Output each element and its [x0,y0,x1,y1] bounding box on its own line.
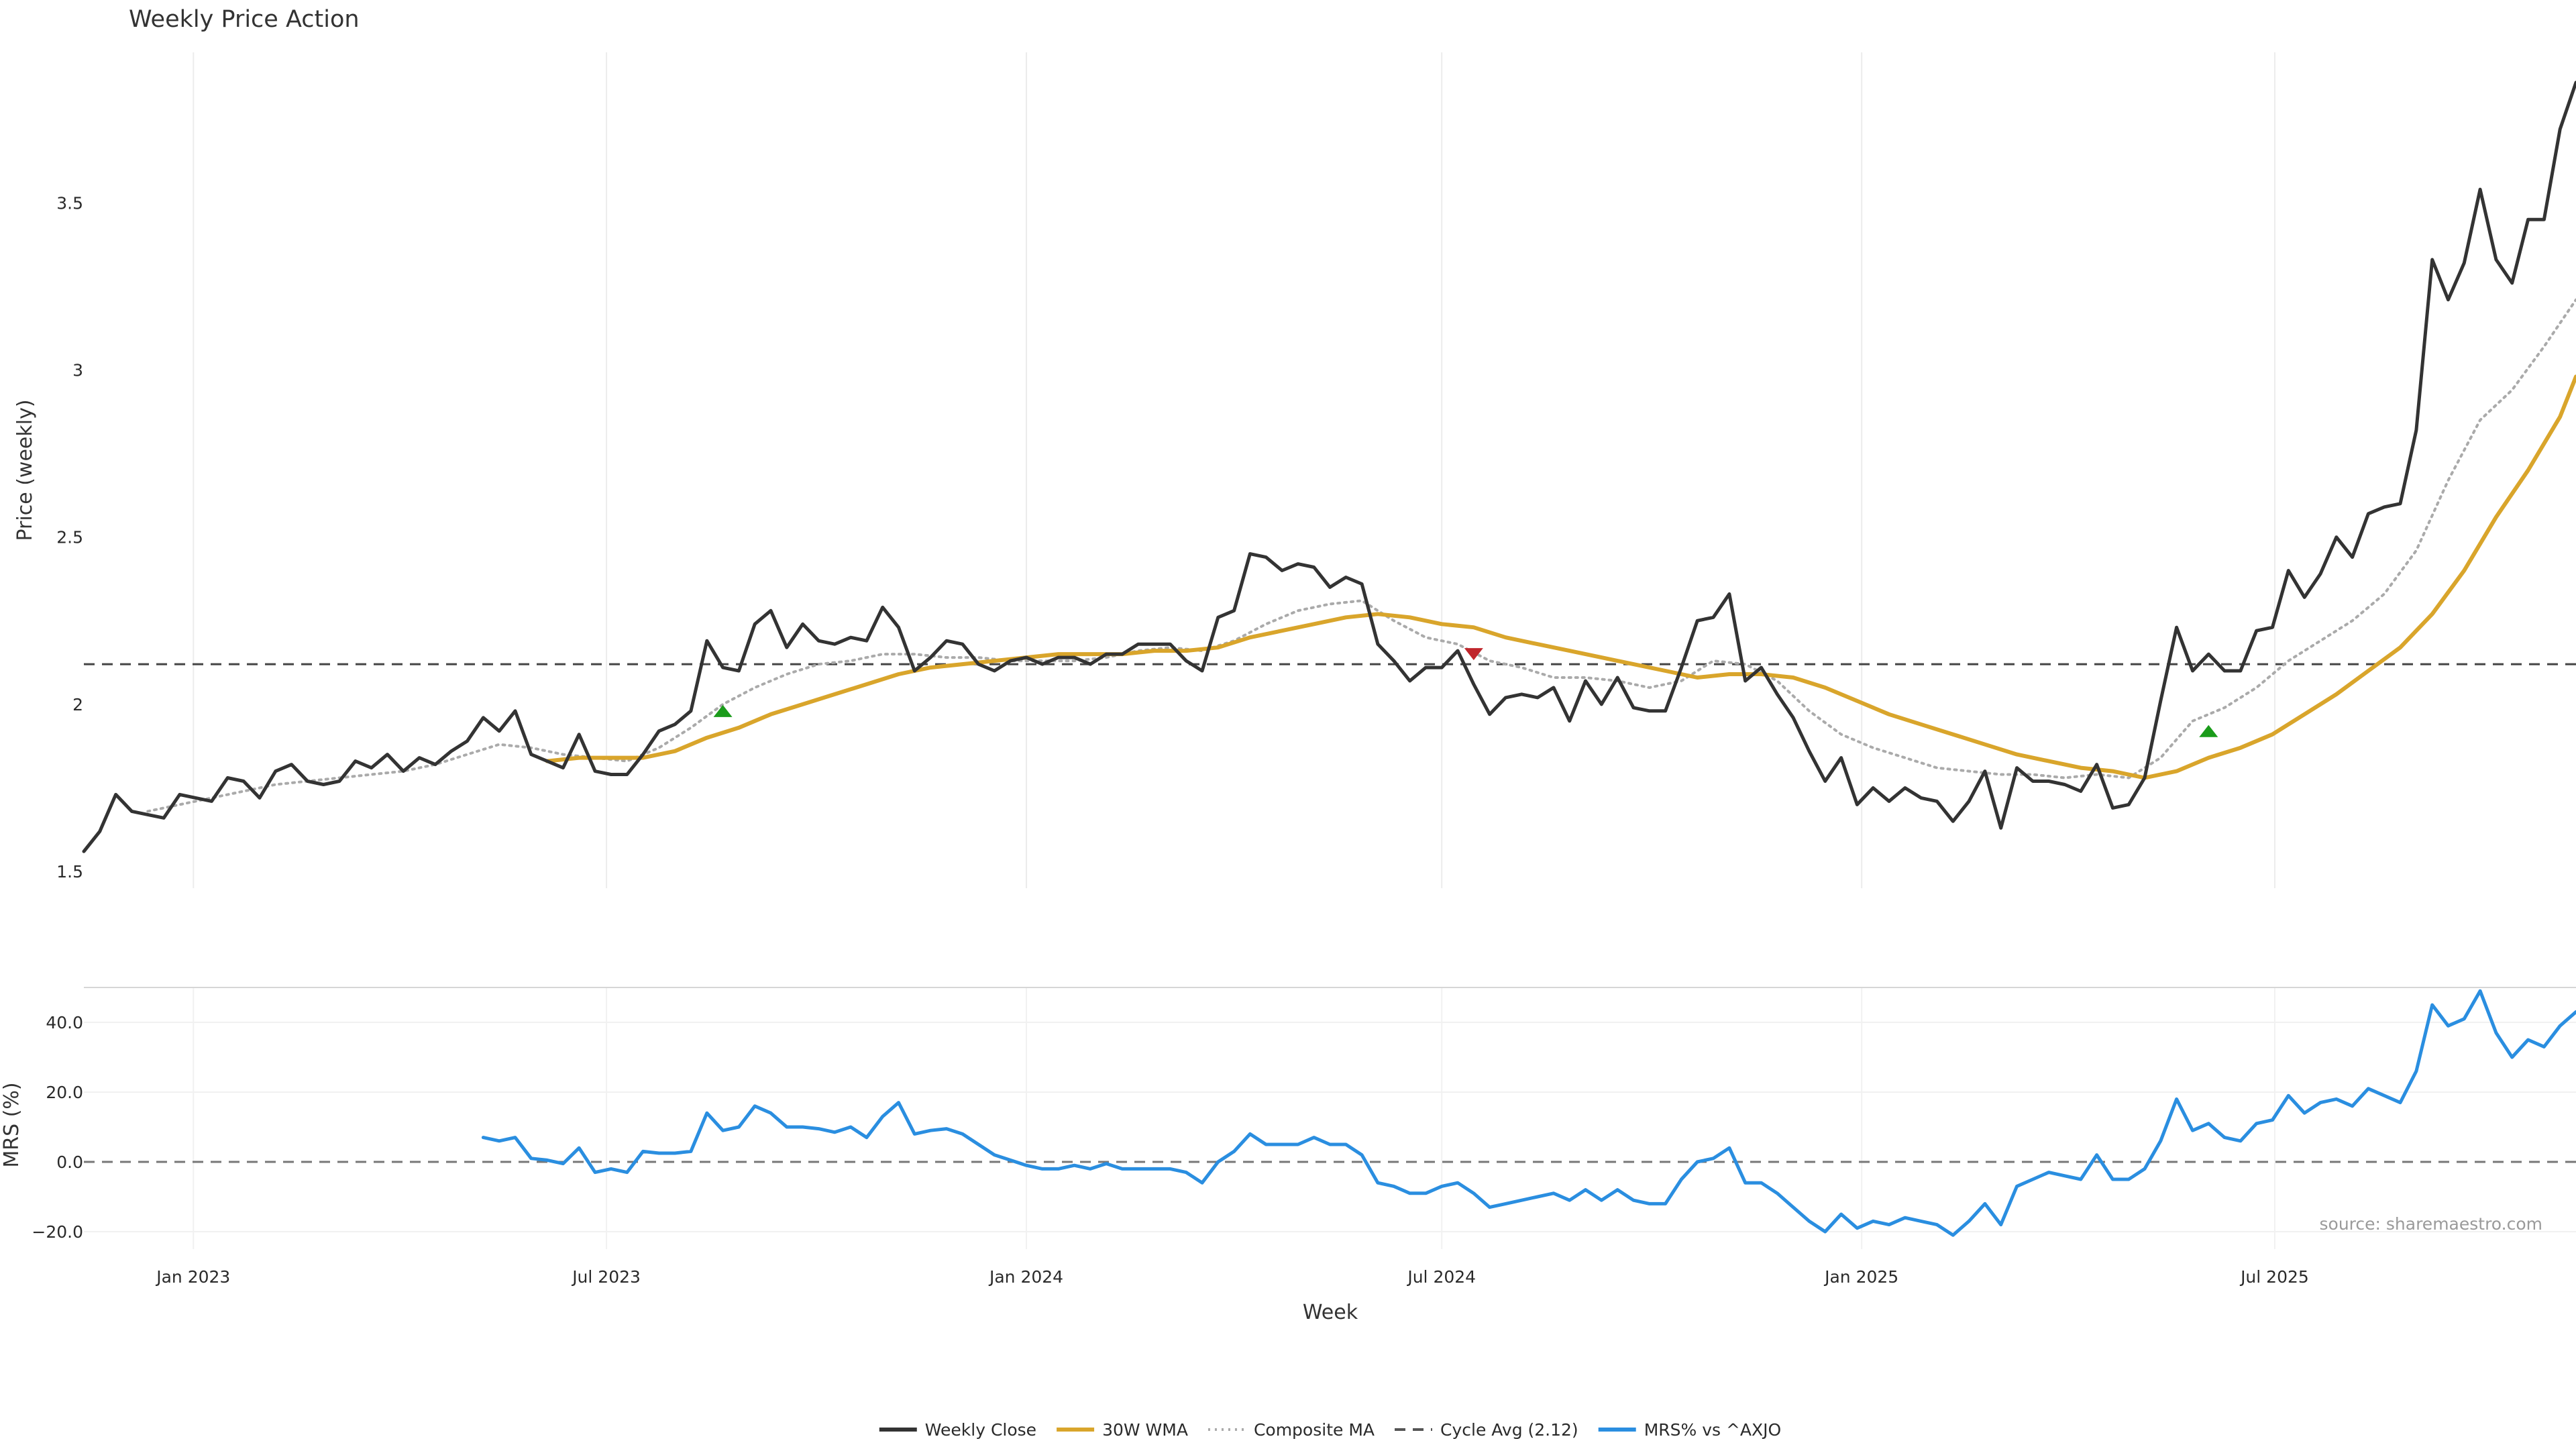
legend: Weekly Close 30W WMA Composite MA Cycle Avg… [879,1420,1781,1440]
series-30w-wma [545,374,2576,780]
x-tick-jul-2025: Jul 2025 [2239,1267,2309,1287]
price-y-tick-2-5: 2.5 [56,528,83,547]
signal-marker-down-2 [1464,648,1483,661]
legend-item-composite-ma: Composite MA [1208,1420,1375,1440]
x-tick-jul-2023: Jul 2023 [571,1267,641,1287]
legend-label: Weekly Close [925,1420,1036,1440]
mrs-panel: −20.0 0.0 20.0 40.0 MRS (%) [0,989,2576,1242]
mrs-y-tick-0-0: 0.0 [56,1152,83,1172]
legend-item-cycle-avg-2-12: Cycle Avg (2.12) [1395,1420,1578,1440]
price-panel: 1.5 2 2.5 3 3.5 Price (weekly) [13,80,2576,881]
price-y-axis-label: Price (weekly) [13,399,37,541]
signal-marker-up-3 [2199,724,2218,737]
x-tick-jan-2025: Jan 2025 [1823,1267,1898,1287]
mrs-y-tick-40-0: 40.0 [46,1013,83,1032]
series-weekly-close [82,80,2576,853]
price-y-tick-3-5: 3.5 [56,193,83,213]
mrs-y-axis-label: MRS (%) [0,1082,23,1167]
legend-label: Composite MA [1254,1420,1375,1440]
legend-item-mrs-vs-axjo: MRS% vs ^AXJO [1598,1420,1782,1440]
x-tick-jan-2024: Jan 2024 [988,1267,1063,1287]
legend-label: 30W WMA [1102,1420,1188,1440]
chart-title: Weekly Price Action [129,6,360,33]
grid-layer: Jan 2023 Jul 2023 Jan 2024 Jul 2024 Jan 2025… [84,52,2576,1287]
x-axis-label: Week [1303,1301,1358,1324]
legend-label: Cycle Avg (2.12) [1440,1420,1578,1440]
price-y-tick-1-5: 1.5 [56,862,83,881]
signal-marker-up-1 [713,704,733,717]
legend-item-weekly-close: Weekly Close [879,1420,1036,1440]
x-tick-jan-2023: Jan 2023 [155,1267,230,1287]
price-y-tick-3: 3 [72,360,83,380]
series-mrs-vs-axjo [481,989,2576,1237]
legend-label: MRS% vs ^AXJO [1644,1420,1782,1440]
mrs-y-tick-20-0: −20.0 [32,1222,83,1242]
mrs-y-tick-20-0: 20.0 [46,1083,83,1102]
legend-item-30w-wma: 30W WMA [1057,1420,1188,1440]
source-note: source: sharemaestro.com [2320,1214,2543,1234]
series-composite-ma [146,298,2576,813]
price-y-tick-2: 2 [72,695,83,714]
x-tick-jul-2024: Jul 2024 [1406,1267,1476,1287]
